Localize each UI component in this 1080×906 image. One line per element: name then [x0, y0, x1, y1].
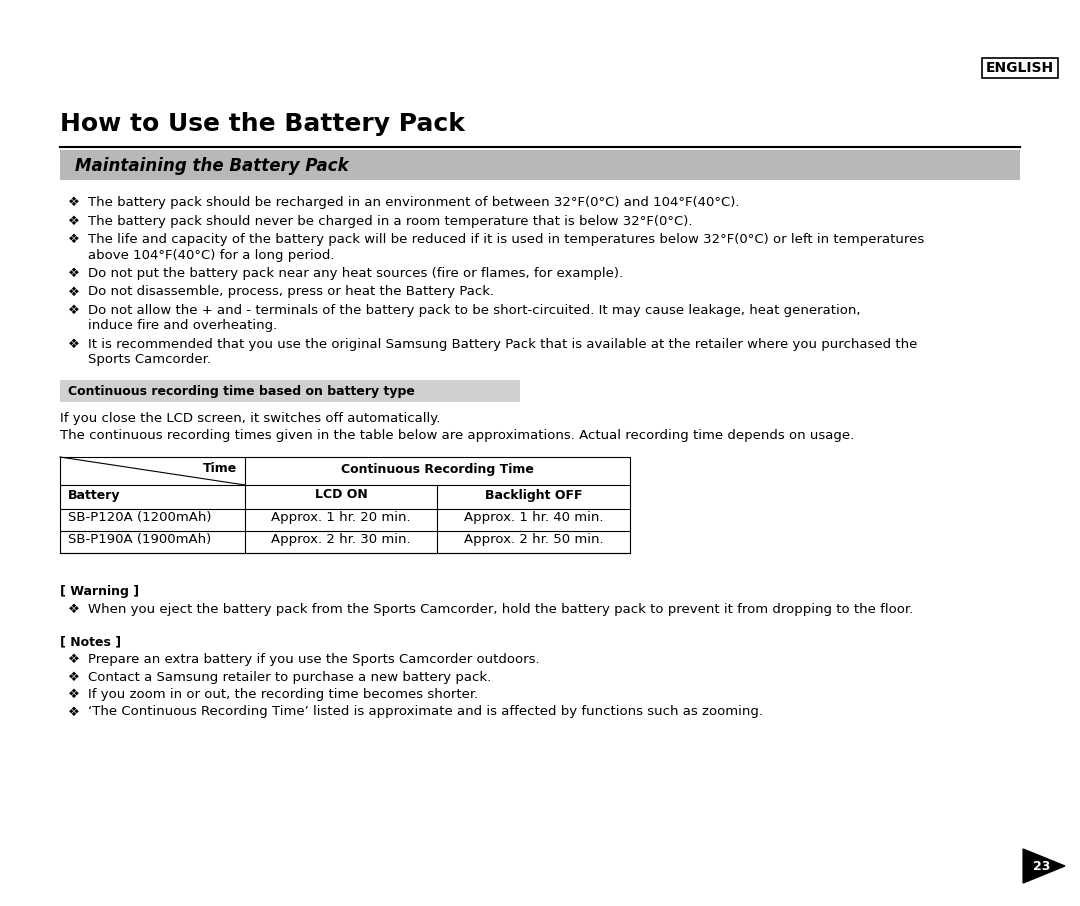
Text: ❖: ❖	[68, 196, 80, 209]
Text: Backlight OFF: Backlight OFF	[485, 488, 582, 502]
Text: ❖: ❖	[68, 267, 80, 280]
Text: ❖: ❖	[68, 706, 80, 718]
Text: Continuous Recording Time: Continuous Recording Time	[341, 462, 534, 476]
Text: ❖: ❖	[68, 653, 80, 666]
Text: ❖: ❖	[68, 215, 80, 227]
Text: Time: Time	[203, 462, 237, 476]
Text: induce fire and overheating.: induce fire and overheating.	[87, 320, 278, 333]
Text: ❖: ❖	[68, 338, 80, 351]
Text: The life and capacity of the battery pack will be reduced if it is used in tempe: The life and capacity of the battery pac…	[87, 233, 924, 246]
Text: Continuous recording time based on battery type: Continuous recording time based on batte…	[68, 385, 415, 399]
Text: ❖: ❖	[68, 304, 80, 317]
Text: Sports Camcorder.: Sports Camcorder.	[87, 353, 211, 367]
Text: 23: 23	[1034, 860, 1051, 872]
Text: Maintaining the Battery Pack: Maintaining the Battery Pack	[75, 157, 349, 175]
Text: LCD ON: LCD ON	[314, 488, 367, 502]
Text: SB-P190A (1900mAh): SB-P190A (1900mAh)	[68, 534, 212, 546]
Text: The battery pack should never be charged in a room temperature that is below 32°: The battery pack should never be charged…	[87, 215, 692, 227]
Polygon shape	[1023, 849, 1065, 883]
Text: above 104°F(40°C) for a long period.: above 104°F(40°C) for a long period.	[87, 248, 335, 262]
Text: The continuous recording times given in the table below are approximations. Actu: The continuous recording times given in …	[60, 429, 854, 442]
Text: Approx. 1 hr. 20 min.: Approx. 1 hr. 20 min.	[271, 512, 410, 525]
Text: Do not allow the + and - terminals of the battery pack to be short-circuited. It: Do not allow the + and - terminals of th…	[87, 304, 861, 317]
Text: The battery pack should be recharged in an environment of between 32°F(0°C) and : The battery pack should be recharged in …	[87, 196, 740, 209]
Text: ❖: ❖	[68, 688, 80, 701]
Text: Prepare an extra battery if you use the Sports Camcorder outdoors.: Prepare an extra battery if you use the …	[87, 653, 540, 666]
Text: Approx. 2 hr. 50 min.: Approx. 2 hr. 50 min.	[463, 534, 604, 546]
Text: [ Notes ]: [ Notes ]	[60, 635, 121, 648]
Text: ‘The Continuous Recording Time’ listed is approximate and is affected by functio: ‘The Continuous Recording Time’ listed i…	[87, 706, 762, 718]
Text: ❖: ❖	[68, 670, 80, 683]
Text: ❖: ❖	[68, 603, 80, 616]
Text: It is recommended that you use the original Samsung Battery Pack that is availab: It is recommended that you use the origi…	[87, 338, 917, 351]
Text: SB-P120A (1200mAh): SB-P120A (1200mAh)	[68, 512, 212, 525]
Bar	[60, 150, 1020, 180]
Text: ❖: ❖	[68, 285, 80, 298]
Text: Battery: Battery	[68, 488, 121, 502]
Bar	[60, 457, 630, 553]
Text: Contact a Samsung retailer to purchase a new battery pack.: Contact a Samsung retailer to purchase a…	[87, 670, 491, 683]
Text: Approx. 2 hr. 30 min.: Approx. 2 hr. 30 min.	[271, 534, 410, 546]
Text: ❖: ❖	[68, 233, 80, 246]
Text: ENGLISH: ENGLISH	[986, 61, 1054, 75]
Text: If you close the LCD screen, it switches off automatically.: If you close the LCD screen, it switches…	[60, 412, 441, 425]
Text: When you eject the battery pack from the Sports Camcorder, hold the battery pack: When you eject the battery pack from the…	[87, 603, 914, 616]
Text: Do not disassemble, process, press or heat the Battery Pack.: Do not disassemble, process, press or he…	[87, 285, 495, 298]
Text: [ Warning ]: [ Warning ]	[60, 585, 139, 598]
Text: How to Use the Battery Pack: How to Use the Battery Pack	[60, 112, 464, 136]
Text: Do not put the battery pack near any heat sources (fire or flames, for example).: Do not put the battery pack near any hea…	[87, 267, 623, 280]
Text: Approx. 1 hr. 40 min.: Approx. 1 hr. 40 min.	[463, 512, 604, 525]
Bar	[60, 380, 519, 402]
Text: If you zoom in or out, the recording time becomes shorter.: If you zoom in or out, the recording tim…	[87, 688, 478, 701]
